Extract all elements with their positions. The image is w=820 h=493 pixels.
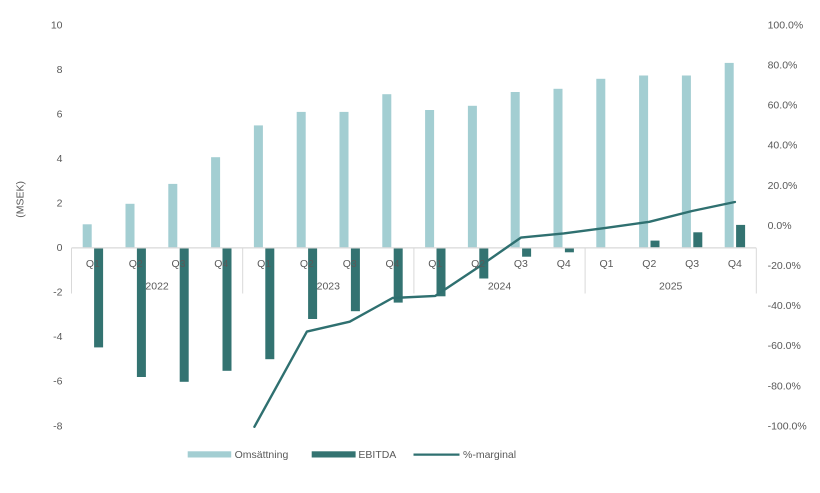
- svg-text:Q1: Q1: [86, 258, 100, 270]
- svg-text:-20.0%: -20.0%: [768, 260, 801, 272]
- svg-text:EBITDA: EBITDA: [358, 449, 396, 461]
- svg-text:Q4: Q4: [557, 258, 571, 270]
- svg-text:2: 2: [57, 198, 63, 210]
- svg-text:Q1: Q1: [257, 258, 271, 270]
- svg-text:100.0%: 100.0%: [768, 19, 804, 31]
- svg-text:Omsättning: Omsättning: [235, 449, 289, 461]
- svg-text:40.0%: 40.0%: [768, 140, 798, 152]
- svg-text:-4: -4: [53, 331, 62, 343]
- svg-text:-80.0%: -80.0%: [768, 380, 801, 392]
- svg-text:-2: -2: [53, 287, 62, 299]
- svg-text:2024: 2024: [488, 280, 512, 292]
- svg-text:0.0%: 0.0%: [768, 220, 792, 232]
- svg-text:-40.0%: -40.0%: [768, 300, 801, 312]
- svg-text:Q4: Q4: [214, 258, 228, 270]
- svg-text:Q2: Q2: [642, 258, 656, 270]
- svg-text:-100.0%: -100.0%: [768, 421, 807, 433]
- svg-text:80.0%: 80.0%: [768, 59, 798, 71]
- svg-text:Q3: Q3: [685, 258, 699, 270]
- svg-text:2022: 2022: [145, 280, 169, 292]
- svg-text:2025: 2025: [659, 280, 683, 292]
- svg-text:60.0%: 60.0%: [768, 100, 798, 112]
- svg-text:4: 4: [57, 153, 63, 165]
- svg-text:20.0%: 20.0%: [768, 180, 798, 192]
- svg-text:8: 8: [57, 64, 63, 76]
- svg-text:-60.0%: -60.0%: [768, 340, 801, 352]
- svg-text:Q4: Q4: [385, 258, 399, 270]
- svg-text:Q4: Q4: [728, 258, 742, 270]
- svg-text:0: 0: [57, 242, 63, 254]
- svg-text:10: 10: [51, 19, 63, 31]
- svg-text:Q1: Q1: [599, 258, 613, 270]
- svg-text:Q2: Q2: [471, 258, 485, 270]
- svg-text:(MSEK): (MSEK): [14, 181, 26, 218]
- svg-text:-6: -6: [53, 376, 62, 388]
- svg-text:Q3: Q3: [514, 258, 528, 270]
- svg-text:%-marginal: %-marginal: [463, 449, 516, 461]
- svg-text:Q3: Q3: [171, 258, 185, 270]
- svg-text:6: 6: [57, 108, 63, 120]
- svg-text:-8: -8: [53, 420, 62, 432]
- svg-text:Q3: Q3: [343, 258, 357, 270]
- svg-text:2023: 2023: [317, 280, 341, 292]
- svg-text:Q2: Q2: [300, 258, 314, 270]
- svg-text:Q2: Q2: [129, 258, 143, 270]
- svg-text:Q1: Q1: [428, 258, 442, 270]
